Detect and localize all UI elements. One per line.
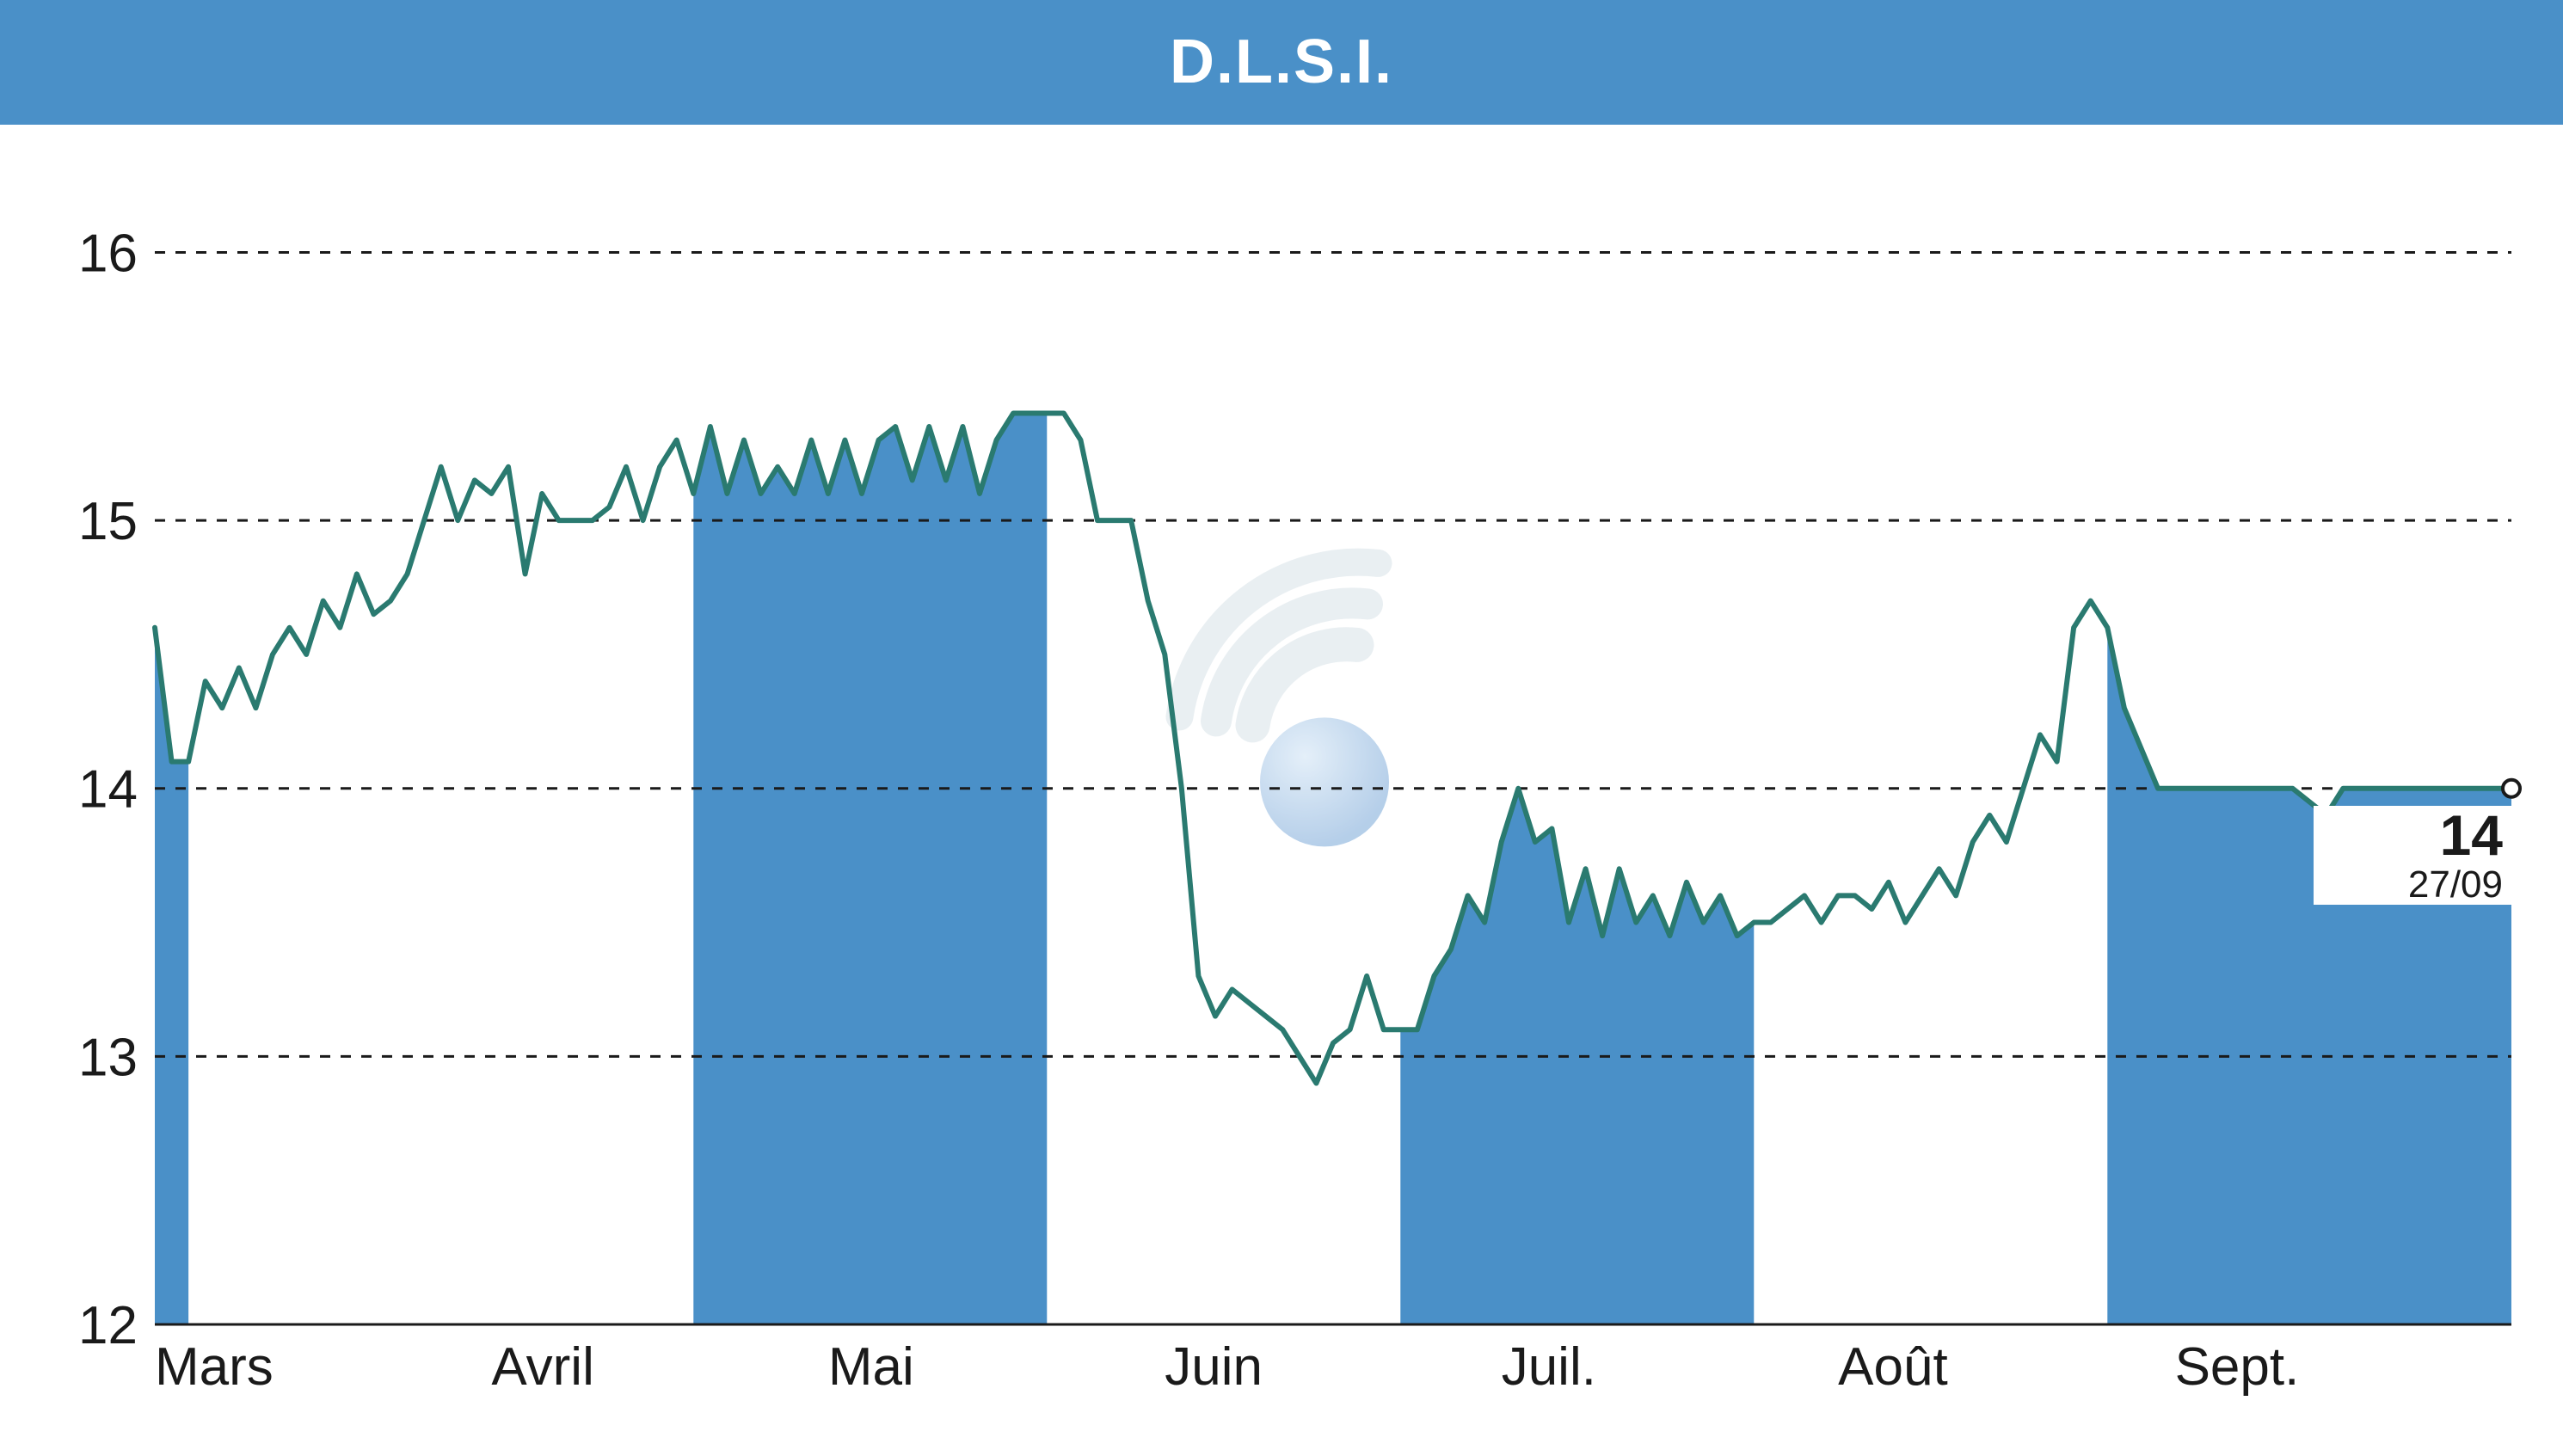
x-tick-label: Juin xyxy=(1165,1337,1263,1397)
x-tick-label: Août xyxy=(1838,1337,1948,1397)
y-tick-label: 14 xyxy=(78,760,138,820)
x-tick-label: Avril xyxy=(491,1337,593,1397)
last-value-callout: 14 27/09 xyxy=(2314,806,2511,905)
y-tick-label: 13 xyxy=(78,1028,138,1087)
callout-value: 14 xyxy=(2314,806,2503,865)
end-marker xyxy=(2503,780,2520,797)
y-tick-label: 16 xyxy=(78,224,138,283)
watermark-icon xyxy=(1180,562,1390,847)
x-tick-label: Juil. xyxy=(1502,1337,1596,1397)
month-band-fill xyxy=(155,413,2511,1324)
y-tick-label: 15 xyxy=(78,492,138,551)
callout-date: 27/09 xyxy=(2314,865,2503,905)
x-tick-label: Sept. xyxy=(2175,1337,2300,1397)
x-tick-label: Mai xyxy=(828,1337,914,1397)
y-tick-label: 12 xyxy=(78,1296,138,1355)
price-chart: 12 13 14 15 16 Mars Avril Mai Juin Juil. Août Sept. xyxy=(0,0,2563,1456)
x-tick-label: Mars xyxy=(155,1337,274,1397)
chart-container: D.L.S.I. 1213141516MarsAvrilMaiJuinJuil.… xyxy=(0,0,2563,1456)
